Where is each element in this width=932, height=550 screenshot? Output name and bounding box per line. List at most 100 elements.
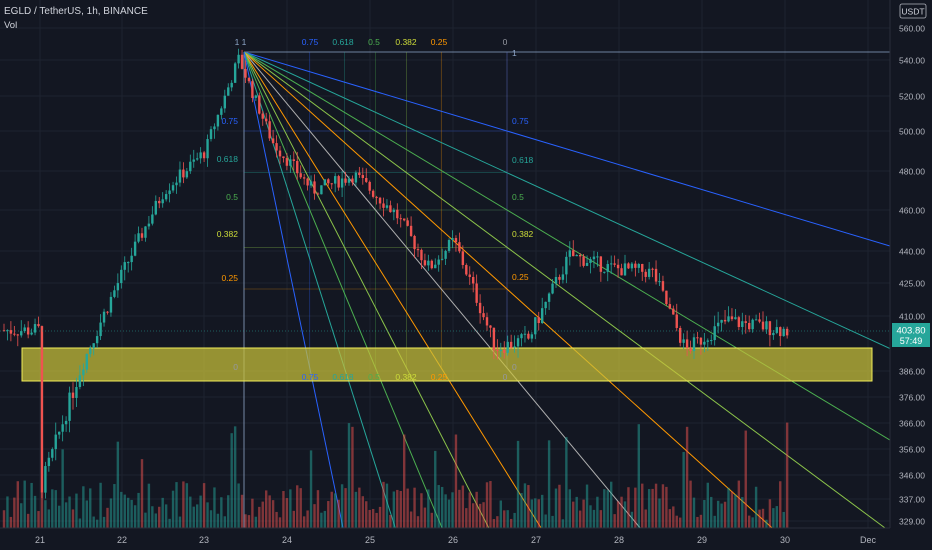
fib-fan-ray xyxy=(243,51,542,529)
candle-body xyxy=(9,330,13,334)
symbol-title[interactable]: EGLD / TetherUS, 1h, BINANCE xyxy=(4,6,148,17)
candle-body xyxy=(637,263,640,268)
candle-body xyxy=(679,327,682,343)
volume-bar xyxy=(26,513,30,528)
volume-bar xyxy=(385,483,389,528)
volume-bar xyxy=(227,495,230,528)
candle-body xyxy=(64,420,68,425)
candle-body xyxy=(354,172,358,183)
candle-body xyxy=(337,176,340,188)
candle-body xyxy=(447,240,451,251)
fib-right-label: 0.618 xyxy=(512,155,534,165)
volume-bar xyxy=(610,481,613,528)
volume-bar xyxy=(23,480,26,528)
price-tick-label: 366.00 xyxy=(899,419,925,429)
candle-body xyxy=(399,218,402,220)
volume-bar xyxy=(306,510,309,528)
volume-bar xyxy=(603,489,606,528)
volume-bar xyxy=(492,519,496,528)
volume-bar xyxy=(47,509,51,528)
candle-body xyxy=(665,290,668,305)
candle-body xyxy=(275,143,278,151)
volume-bar xyxy=(51,489,54,528)
candle-body xyxy=(220,108,223,115)
candle-body xyxy=(558,276,561,280)
candle-body xyxy=(544,301,547,309)
candle-body xyxy=(423,260,427,266)
candle-body xyxy=(16,334,19,336)
volume-bar xyxy=(430,512,433,528)
price-axis-panel[interactable] xyxy=(890,0,932,528)
volume-bar xyxy=(223,516,226,528)
candle-body xyxy=(168,190,171,195)
volume-bar xyxy=(220,497,223,528)
volume-bar xyxy=(478,503,482,528)
candle-body xyxy=(527,333,530,339)
candle-body xyxy=(468,274,471,277)
volume-bar xyxy=(506,510,509,528)
candle-body xyxy=(530,334,534,339)
candle-body xyxy=(171,185,175,191)
candle-body xyxy=(496,350,499,352)
volume-bar xyxy=(689,480,692,528)
candle-body xyxy=(734,317,737,320)
volume-bar xyxy=(754,486,758,528)
volume-bar xyxy=(106,507,109,528)
volume-bar xyxy=(109,498,113,528)
candle-body xyxy=(185,171,189,178)
volume-bar xyxy=(403,434,406,528)
candle-body xyxy=(209,129,213,140)
candle-body xyxy=(164,194,168,200)
candle-body xyxy=(416,249,420,251)
candle-body xyxy=(26,327,30,335)
candle-body xyxy=(192,159,195,162)
candle-body xyxy=(461,251,465,266)
candle-body xyxy=(330,183,333,185)
volume-bar xyxy=(413,487,416,528)
volume-bar xyxy=(427,489,430,528)
candle-body xyxy=(751,319,754,330)
volume-bar xyxy=(558,484,561,528)
volume-bar xyxy=(189,496,192,528)
candle-body xyxy=(82,369,85,376)
volume-bar xyxy=(644,509,647,528)
volume-bar xyxy=(113,484,116,528)
fib-fan-ray xyxy=(243,51,891,247)
candle-body xyxy=(713,326,716,341)
volume-bar xyxy=(451,492,454,528)
candle-body xyxy=(599,256,603,272)
volume-bar xyxy=(744,430,747,528)
candle-body xyxy=(109,296,113,313)
volume-bar xyxy=(675,515,678,528)
candle-body xyxy=(23,327,26,332)
candle-body xyxy=(120,269,123,284)
candle-body xyxy=(782,328,785,337)
price-tick-label: 520.00 xyxy=(899,92,925,102)
time-tick-label: 30 xyxy=(780,535,790,545)
candle-body xyxy=(227,87,230,96)
candle-body xyxy=(610,263,613,265)
volume-bar xyxy=(589,505,592,528)
fib-fan-ray xyxy=(243,51,891,349)
volume-bar xyxy=(765,519,768,528)
volume-bar xyxy=(299,488,302,528)
volume-indicator-label[interactable]: Vol xyxy=(4,20,17,31)
candle-body xyxy=(206,139,209,159)
volume-bar xyxy=(337,499,340,528)
volume-bar xyxy=(99,482,102,528)
fib-right-label: 0.5 xyxy=(512,192,524,202)
currency-badge[interactable] xyxy=(899,3,927,19)
candle-body xyxy=(113,290,116,297)
volume-bar xyxy=(392,491,396,528)
time-axis-panel[interactable] xyxy=(0,528,932,550)
volume-bar xyxy=(779,481,782,528)
fib-right-label: 0.75 xyxy=(512,116,529,126)
volume-bar xyxy=(568,489,571,528)
volume-bar xyxy=(182,481,185,528)
volume-bar xyxy=(13,497,16,528)
volume-bar xyxy=(599,510,603,528)
volume-bar xyxy=(782,511,785,528)
volume-bar xyxy=(523,483,527,528)
support-zone-rectangle[interactable] xyxy=(21,347,873,382)
